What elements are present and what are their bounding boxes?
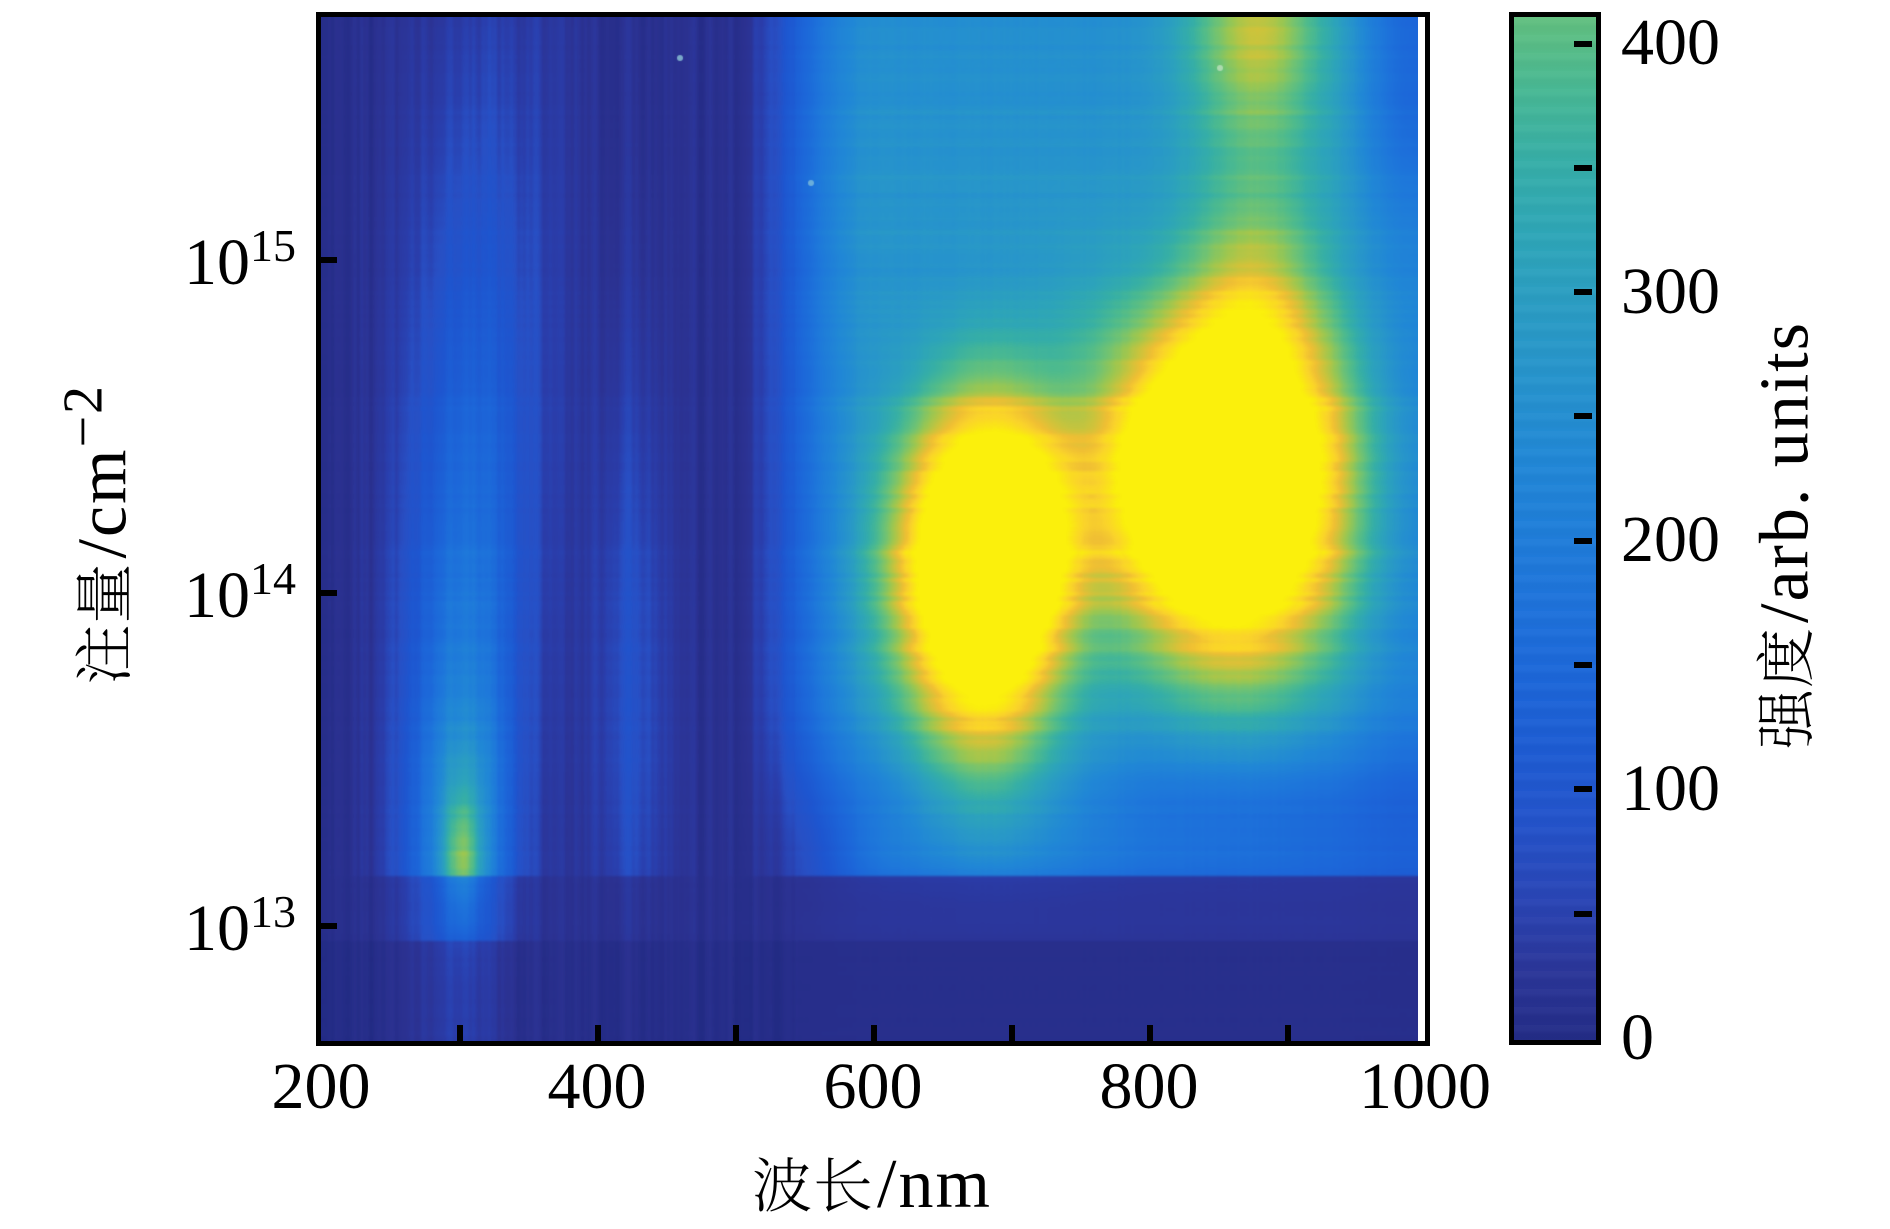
svg-text:/cm−2: /cm−2 [53,384,142,559]
svg-text:/arb. units: /arb. units [1747,321,1824,623]
svg-text:/nm: /nm [877,1146,992,1223]
